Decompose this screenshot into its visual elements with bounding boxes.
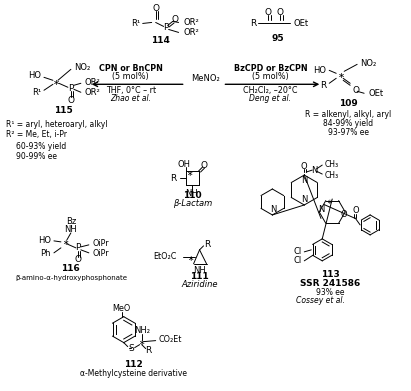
Text: NH₂: NH₂ [134,326,150,335]
Text: NO₂: NO₂ [74,63,90,72]
Text: α-Methylcysteine derivative: α-Methylcysteine derivative [80,369,187,378]
Text: OEt: OEt [293,19,308,28]
Text: P: P [163,23,169,32]
Text: OiPr: OiPr [93,249,109,258]
Text: O: O [301,161,307,170]
Text: ∗: ∗ [187,254,194,263]
Text: BzCPD or BzCPN: BzCPD or BzCPN [233,64,307,73]
Text: ∗: ∗ [62,239,68,248]
Text: N: N [301,176,307,185]
Text: Cl: Cl [293,248,301,256]
Text: THF, 0°C – rt: THF, 0°C – rt [106,86,156,95]
Text: O: O [353,86,360,95]
Text: O: O [265,8,272,17]
Text: CPN or BnCPN: CPN or BnCPN [99,64,163,73]
Text: R = alkenyl, alkyl, aryl: R = alkenyl, alkyl, aryl [305,110,391,119]
Text: 113: 113 [321,270,339,279]
Text: ∗: ∗ [139,338,145,347]
Text: ∗: ∗ [326,199,332,205]
Text: P: P [68,84,74,93]
Text: ∗: ∗ [53,78,60,87]
Text: Aziridine: Aziridine [181,280,218,289]
Text: β-Lactam: β-Lactam [173,199,212,208]
Text: OR²: OR² [85,88,101,97]
Text: OEt: OEt [368,89,383,98]
Text: NH: NH [65,225,77,235]
Text: Cossey et al.: Cossey et al. [296,296,345,305]
Text: HO: HO [313,66,326,75]
Text: R: R [145,346,152,355]
Text: 93% ee: 93% ee [316,288,344,297]
Text: N: N [270,205,277,214]
Text: Deng et al.: Deng et al. [249,94,291,103]
Text: Cl: Cl [293,256,301,265]
Text: 112: 112 [125,360,143,369]
Text: R: R [320,81,326,90]
Text: O: O [152,4,159,13]
Text: CH₃: CH₃ [324,170,338,179]
Text: OR²: OR² [85,78,101,87]
Text: R: R [205,240,211,249]
Text: SSR 241586: SSR 241586 [300,279,360,288]
Text: O: O [277,8,284,17]
Text: Bz: Bz [66,217,76,226]
Text: CH₂Cl₂, –20°C: CH₂Cl₂, –20°C [243,86,298,95]
Text: NH: NH [185,188,198,197]
Text: Ph: Ph [40,249,51,258]
Text: 90-99% ee: 90-99% ee [16,152,57,161]
Text: R: R [171,174,177,183]
Text: CH₃: CH₃ [324,160,338,169]
Text: MeO: MeO [113,304,131,313]
Text: 116: 116 [62,264,80,273]
Text: O: O [67,96,74,105]
Text: O: O [200,161,207,170]
Text: O: O [171,15,178,24]
Text: OR²: OR² [184,18,199,27]
Text: (5 mol%): (5 mol%) [112,72,149,81]
Text: O: O [74,255,81,264]
Text: HO: HO [38,237,51,246]
Text: 109: 109 [339,99,358,108]
Text: N: N [301,196,307,204]
Text: EtO₂C: EtO₂C [153,252,177,261]
Text: O: O [340,210,347,219]
Text: Zhao et al.: Zhao et al. [110,94,151,103]
Text: S: S [129,344,135,353]
Text: β-amino-α-hydroxyphosphonate: β-amino-α-hydroxyphosphonate [15,275,127,281]
Text: 60-93% yield: 60-93% yield [16,142,66,151]
Text: 111: 111 [190,272,209,281]
Text: HO: HO [28,71,41,80]
Text: R¹: R¹ [132,19,141,28]
Text: OiPr: OiPr [93,239,109,248]
Text: R¹: R¹ [32,88,41,97]
Text: N: N [311,165,317,174]
Text: NH: NH [193,266,206,275]
Text: NO₂: NO₂ [360,59,376,68]
Text: 114: 114 [151,36,170,45]
Text: 95: 95 [271,34,284,43]
Text: MeNO₂: MeNO₂ [191,74,220,83]
Text: 115: 115 [53,106,72,115]
Text: (5 mol%): (5 mol%) [252,72,289,81]
Text: ∗: ∗ [187,169,193,178]
Text: R¹ = aryl, heteroaryl, alkyl: R¹ = aryl, heteroaryl, alkyl [6,120,108,129]
Text: ∗: ∗ [338,71,345,80]
Text: CO₂Et: CO₂Et [159,335,182,344]
Text: N: N [318,205,324,214]
Text: 110: 110 [183,192,202,201]
Text: R² = Me, Et, i-Pr: R² = Me, Et, i-Pr [6,130,67,139]
Text: OR²: OR² [184,28,199,37]
Text: P: P [75,243,81,252]
Text: O: O [353,206,360,215]
Text: 84-99% yield: 84-99% yield [323,119,373,128]
Text: R: R [250,19,256,28]
Text: OH: OH [177,160,190,169]
Text: 93-97% ee: 93-97% ee [328,128,369,137]
